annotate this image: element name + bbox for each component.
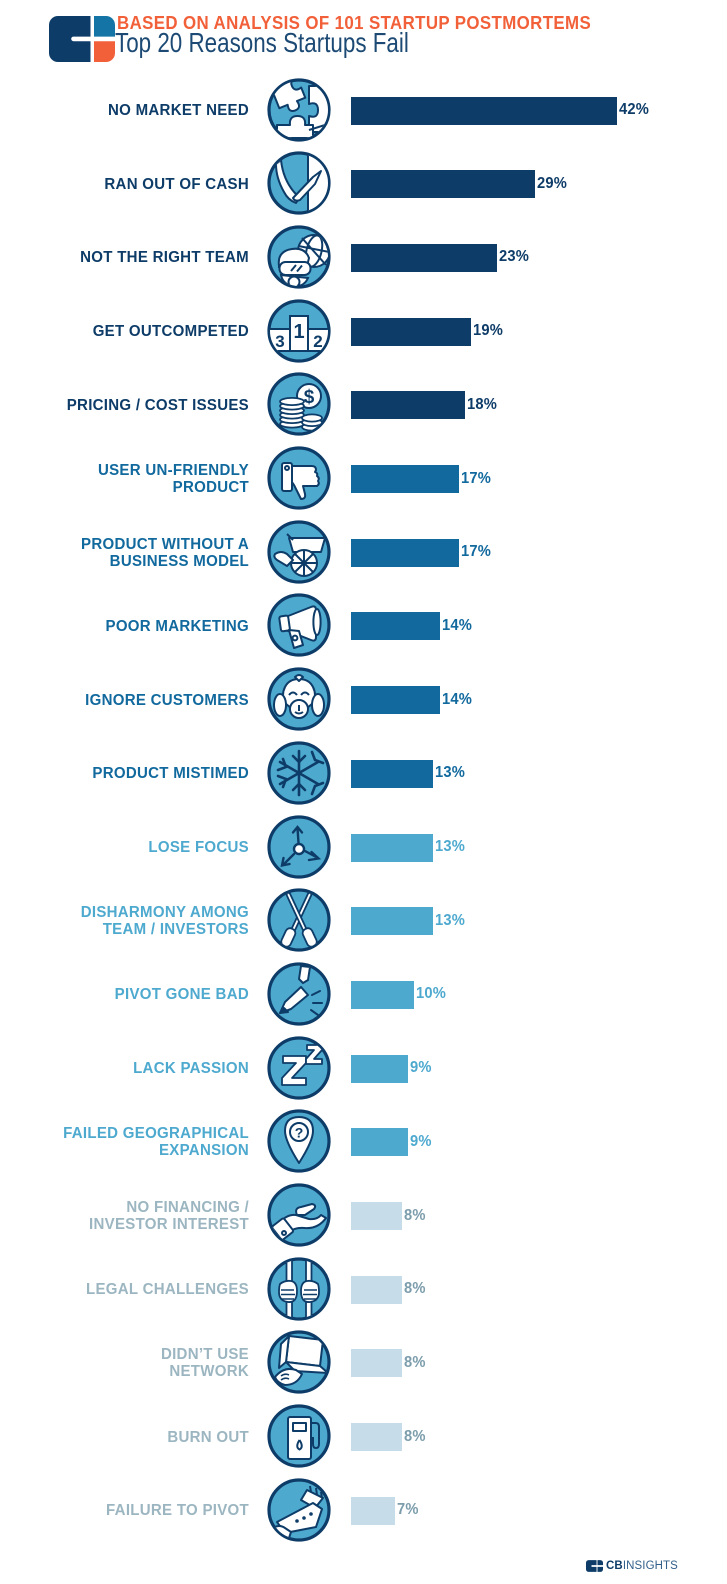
- svg-text:?: ?: [295, 1125, 304, 1141]
- svg-text:3: 3: [275, 332, 284, 351]
- svg-text:1: 1: [293, 321, 304, 343]
- svg-text:2: 2: [313, 332, 322, 351]
- svg-text:$: $: [304, 387, 315, 408]
